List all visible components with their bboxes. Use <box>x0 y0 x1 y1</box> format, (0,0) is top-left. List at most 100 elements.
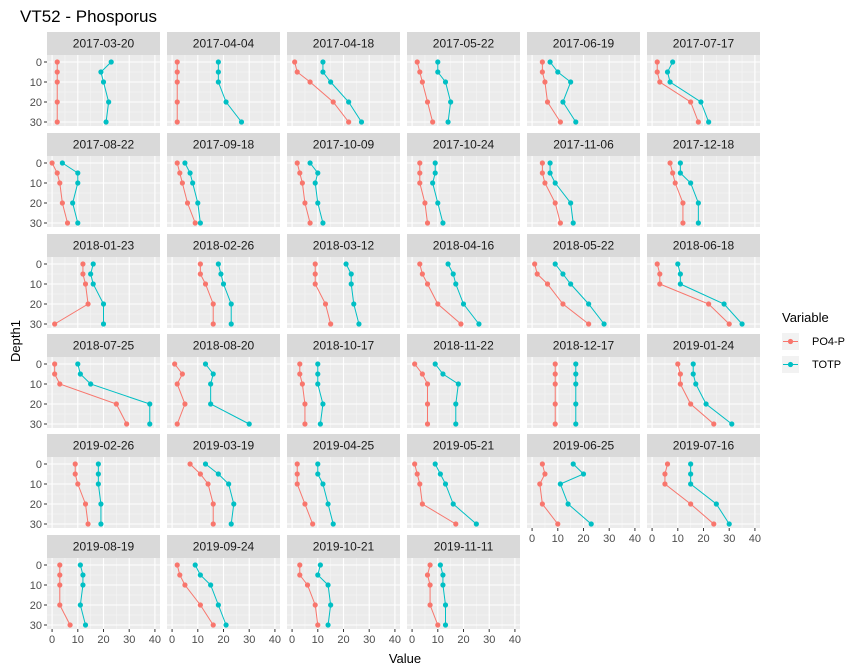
facet-strip <box>647 133 760 156</box>
x-axis-title: Value <box>389 651 421 666</box>
data-point-totp <box>690 371 696 377</box>
x-tick-label: 10 <box>192 634 204 646</box>
data-point-totp <box>75 361 81 367</box>
data-point-totp <box>90 261 96 267</box>
y-tick-label: 30 <box>30 218 42 230</box>
data-point-totp <box>100 301 107 307</box>
data-point-totp <box>328 602 334 608</box>
data-point-po4-p <box>424 572 431 578</box>
data-point-po4-p <box>85 521 91 527</box>
y-tick-label: 10 <box>30 178 42 190</box>
data-point-totp <box>98 501 104 507</box>
facet-strip-label: 2018-08-20 <box>193 339 255 353</box>
facet-strip <box>167 535 280 558</box>
data-point-totp <box>82 622 89 628</box>
data-point-totp <box>557 481 563 487</box>
data-point-po4-p <box>52 371 58 377</box>
data-point-totp <box>435 200 441 206</box>
data-point-po4-p <box>174 69 180 75</box>
facet-strip <box>647 234 760 257</box>
facet-strip <box>167 32 280 55</box>
data-point-po4-p <box>297 572 303 578</box>
data-point-po4-p <box>312 602 318 608</box>
facet-panel: 2019-01-24 <box>647 334 760 428</box>
data-point-totp <box>77 371 83 377</box>
data-point-po4-p <box>192 220 198 226</box>
data-point-totp <box>59 160 65 166</box>
data-point-totp <box>460 301 467 307</box>
data-point-po4-p <box>54 170 60 176</box>
facet-panel: 2017-04-18 <box>287 32 400 126</box>
data-point-po4-p <box>54 119 60 125</box>
data-point-totp <box>445 261 451 267</box>
data-point-totp <box>351 301 357 307</box>
data-point-po4-p <box>654 69 660 75</box>
data-point-po4-p <box>197 602 203 608</box>
data-point-po4-p <box>177 170 183 176</box>
data-point-totp <box>568 281 574 287</box>
data-point-po4-p <box>322 301 329 307</box>
data-point-po4-p <box>80 271 86 277</box>
data-point-totp <box>98 521 104 527</box>
data-point-po4-p <box>667 160 673 166</box>
legend-title: Variable <box>782 310 829 325</box>
data-point-po4-p <box>197 471 203 477</box>
data-point-po4-p <box>304 582 311 588</box>
facet-strip-label: 2017-10-09 <box>313 138 375 152</box>
data-point-po4-p <box>427 602 433 608</box>
data-point-totp <box>448 99 454 105</box>
facet-strip-label: 2018-05-22 <box>553 239 615 253</box>
data-point-po4-p <box>310 521 316 527</box>
data-point-po4-p <box>187 461 193 467</box>
data-point-po4-p <box>412 461 418 467</box>
data-point-totp <box>573 371 579 377</box>
facet-panel: 2017-10-24 <box>407 133 520 227</box>
y-tick-label: 0 <box>36 560 42 572</box>
x-tick-label: 20 <box>97 634 109 646</box>
data-point-po4-p <box>292 59 298 65</box>
data-point-po4-p <box>294 461 300 467</box>
facet-strip <box>407 334 520 357</box>
data-point-totp <box>453 281 459 287</box>
data-point-po4-p <box>54 69 60 75</box>
y-tick-label: 20 <box>30 97 42 109</box>
y-tick-label: 0 <box>36 359 42 371</box>
data-point-po4-p <box>417 180 423 186</box>
facet-panel: 2017-12-18 <box>647 133 760 227</box>
facet-strip-label: 2018-12-17 <box>553 339 615 353</box>
data-point-po4-p <box>210 521 216 527</box>
data-point-po4-p <box>695 119 701 125</box>
data-point-totp <box>343 261 349 267</box>
data-point-totp <box>100 321 107 327</box>
data-point-po4-p <box>539 160 545 166</box>
data-point-totp <box>208 381 214 387</box>
data-point-totp <box>190 180 196 186</box>
data-point-po4-p <box>552 381 558 387</box>
x-tick-label: 10 <box>72 634 84 646</box>
facet-strip-label: 2019-02-26 <box>73 439 135 453</box>
data-point-po4-p <box>424 401 431 407</box>
data-point-po4-p <box>419 79 425 85</box>
facet-panel: 2019-05-21 <box>407 434 520 528</box>
data-point-po4-p <box>435 622 441 628</box>
data-point-totp <box>215 261 221 267</box>
data-point-po4-p <box>557 119 563 125</box>
data-point-po4-p <box>675 361 681 367</box>
data-point-totp <box>601 321 607 327</box>
data-point-po4-p <box>542 180 548 186</box>
data-point-totp <box>706 119 712 125</box>
data-point-po4-p <box>67 622 73 628</box>
data-point-totp <box>688 481 694 487</box>
data-point-totp <box>315 371 321 377</box>
data-point-totp <box>315 471 321 477</box>
data-point-po4-p <box>174 562 180 568</box>
data-point-totp <box>215 602 221 608</box>
data-point-po4-p <box>657 79 663 85</box>
data-point-totp <box>442 622 449 628</box>
data-point-totp <box>80 582 86 588</box>
data-point-po4-p <box>586 321 592 327</box>
facet-panel: 2017-08-22 0 10 20 30 <box>30 133 160 230</box>
data-point-totp <box>435 69 441 75</box>
